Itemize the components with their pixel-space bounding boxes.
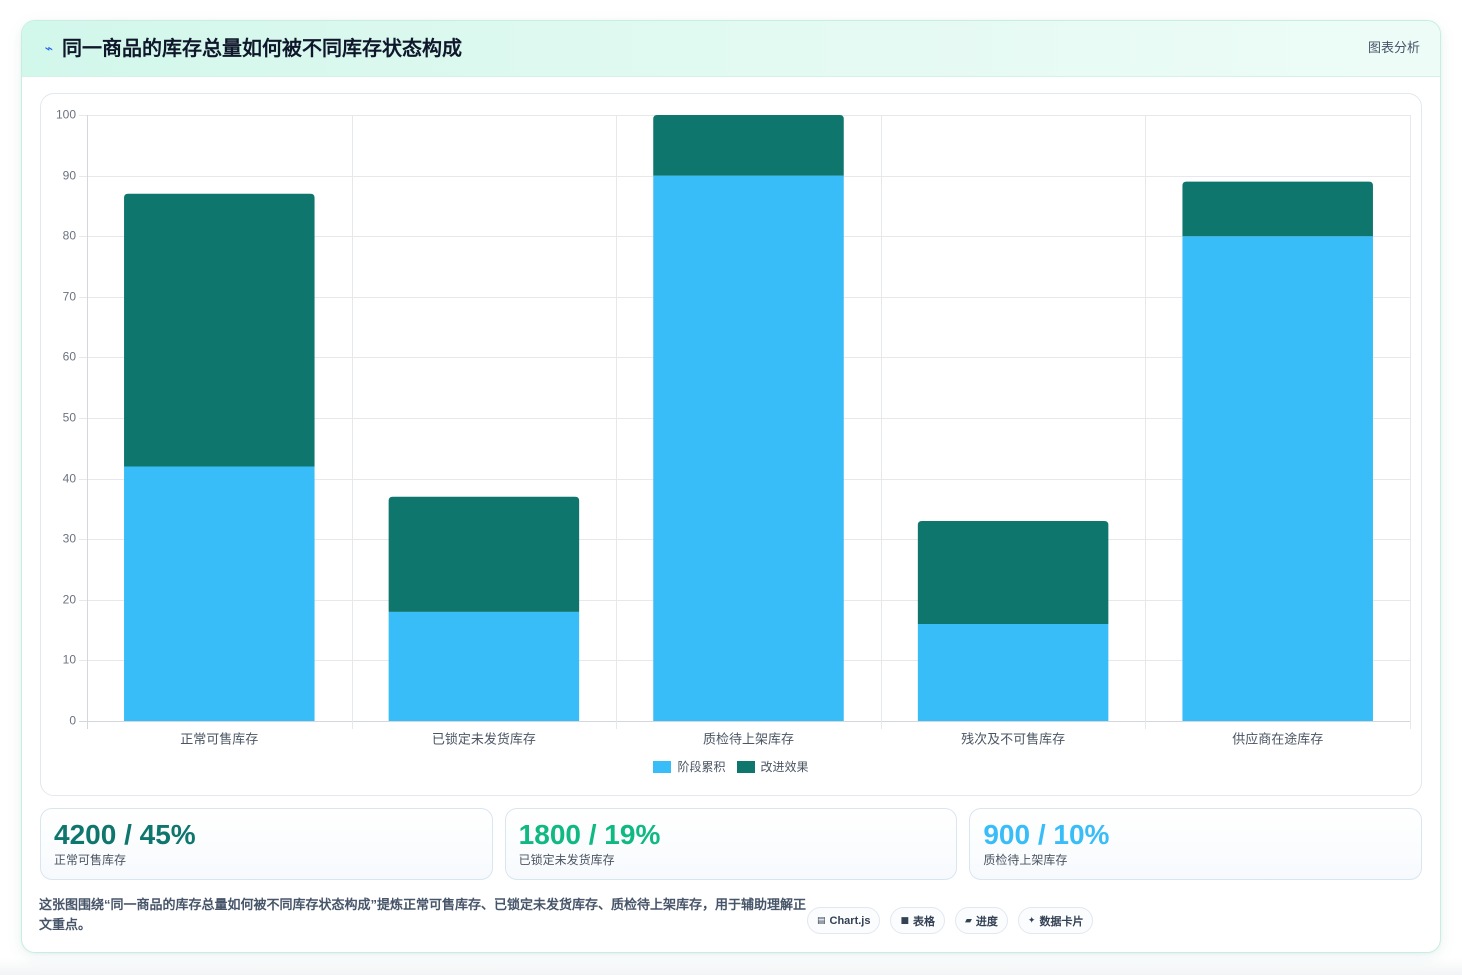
stat-card: 4200 / 45% 正常可售库存 <box>40 808 493 880</box>
y-tick-label: 80 <box>63 229 77 243</box>
y-tick-label: 0 <box>69 714 76 728</box>
y-tick-label: 100 <box>56 108 76 122</box>
x-tick-label: 正常可售库存 <box>180 731 258 746</box>
chart-panel: 0 10 20 30 40 50 60 70 80 90 100 正常可售库存 已锁定未发货库存 质检待上… <box>40 93 1422 796</box>
x-tick-label: 已锁定未发货库存 <box>432 731 536 746</box>
x-tick-label: 供应商在途库存 <box>1232 731 1323 746</box>
y-axis-labels: 0 10 20 30 40 50 60 70 80 90 100 <box>56 108 76 728</box>
legend-swatch-series-1 <box>653 761 672 773</box>
stat-card: 900 / 10% 质检待上架库存 <box>969 808 1423 880</box>
tag-chartjs: ▤ Chart.js <box>807 907 881 934</box>
stat-card: 1800 / 19% 已锁定未发货库存 <box>504 808 958 880</box>
y-tick-label: 90 <box>63 169 77 183</box>
bar-group <box>124 115 1373 722</box>
sparkle-icon: ✦ <box>1027 915 1036 926</box>
pulse-icon: ⌁ <box>44 41 54 57</box>
x-tick-label: 残次及不可售库存 <box>961 731 1065 746</box>
legend-label-series-2: 改进效果 <box>760 760 809 774</box>
y-tick-label: 70 <box>63 290 77 304</box>
tag-table: ■ 表格 <box>890 907 945 934</box>
chart-legend: 阶段累积 改进效果 <box>41 759 1421 775</box>
x-axis-labels: 正常可售库存 已锁定未发货库存 质检待上架库存 残次及不可售库存 供应商在途库存 <box>180 731 1323 746</box>
progress-icon: ▰ <box>965 915 972 926</box>
tag-label: 数据卡片 <box>1039 915 1084 928</box>
stat-value: 1800 / 19% <box>518 819 661 850</box>
stat-label: 已锁定未发货库存 <box>518 853 615 867</box>
bar-segment-s2-c1 <box>124 193 315 467</box>
y-tick-label: 20 <box>63 593 77 607</box>
table-icon: ■ <box>900 915 909 926</box>
y-tick-label: 60 <box>63 350 77 364</box>
tag-data-cards: ✦ 数据卡片 <box>1017 907 1094 934</box>
stat-value: 4200 / 45% <box>54 819 196 850</box>
bar-segment-s1-c5 <box>1182 236 1373 721</box>
tag-progress: ▰ 进度 <box>955 907 1008 934</box>
tag-label: 表格 <box>913 915 935 928</box>
legend-swatch-series-2 <box>736 761 755 773</box>
legend-label-series-1: 阶段累积 <box>677 760 726 774</box>
page-title: 同一商品的库存总量如何被不同库存状态构成 <box>62 38 462 60</box>
tag-label: Chart.js <box>829 914 871 927</box>
stat-cards: 4200 / 45% 正常可售库存 1800 / 19% 已锁定未发货库存 90… <box>40 808 1423 880</box>
chart-icon: ▤ <box>817 915 826 926</box>
y-tick-label: 10 <box>63 653 77 667</box>
card-header: ⌁ 同一商品的库存总量如何被不同库存状态构成 图表分析 <box>22 21 1440 77</box>
legend-item-series-2[interactable]: 改进效果 <box>736 759 809 775</box>
chart-analysis-label: 图表分析 <box>1367 40 1420 55</box>
bar-segment-s1-c1 <box>124 466 315 721</box>
y-tick-label: 50 <box>63 411 77 425</box>
bar-segment-s2-c3 <box>653 115 844 176</box>
tag-label: 进度 <box>975 915 998 928</box>
y-tick-label: 40 <box>63 472 77 486</box>
stat-label: 质检待上架库存 <box>983 853 1068 867</box>
bar-segment-s1-c2 <box>388 611 580 721</box>
chart-card: ⌁ 同一商品的库存总量如何被不同库存状态构成 图表分析 0 10 20 30 40 50 6… <box>21 20 1441 953</box>
bar-segment-s2-c5 <box>1182 181 1373 237</box>
stacked-bar-chart: 0 10 20 30 40 50 60 70 80 90 100 正常可售库存 已锁定未发货库存 质检待上… <box>56 108 1411 746</box>
y-tick-label: 30 <box>63 532 77 546</box>
bar-segment-s1-c4 <box>917 624 1109 721</box>
legend-item-series-1[interactable]: 阶段累积 <box>653 759 726 775</box>
feature-tags: ▤ Chart.js ■ 表格 ▰ 进度 ✦ 数据卡片 <box>807 907 1094 934</box>
bar-segment-s1-c3 <box>653 175 844 722</box>
chart-description: 这张图围绕“同一商品的库存总量如何被不同库存状态构成”提炼正常可售库存、已锁定未… <box>39 897 807 932</box>
stat-label: 正常可售库存 <box>54 853 127 867</box>
bar-segment-s2-c2 <box>388 496 580 612</box>
x-tick-label: 质检待上架库存 <box>703 731 794 746</box>
stat-value: 900 / 10% <box>983 819 1110 850</box>
bar-segment-s2-c4 <box>917 521 1109 625</box>
